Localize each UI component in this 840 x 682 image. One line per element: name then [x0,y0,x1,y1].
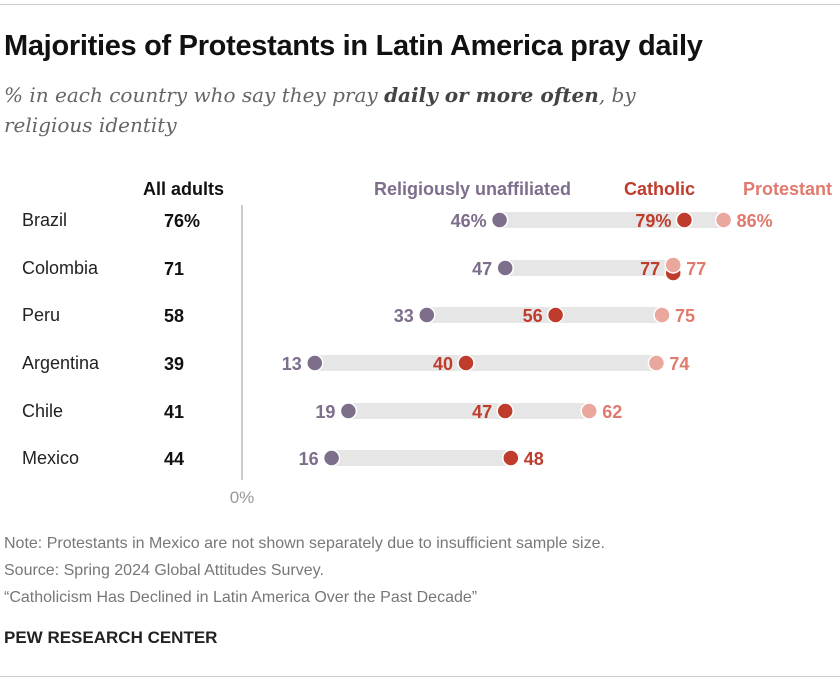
range-bar [348,403,590,419]
subtitle-text: % in each country who say they pray [4,83,385,107]
report-title: “Catholicism Has Declined in Latin Ameri… [4,589,478,606]
bottom-rule [0,676,840,677]
label-protestant: 77 [686,259,706,279]
dot-unaffiliated [339,402,358,420]
dot-catholic [457,354,475,372]
dot-catholic [546,306,565,324]
range-bar [314,355,657,371]
all-adults-value: 71 [164,259,184,279]
label-unaffiliated: 46% [451,211,487,231]
range-bar [499,212,724,228]
dot-catholic [496,402,514,420]
label-protestant: 86% [737,211,773,231]
note: Note: Protestants in Mexico are not show… [4,535,605,552]
subtitle-text-end: , by religious identity [4,83,636,137]
label-unaffiliated: 19 [315,402,335,422]
legend-protestant: Protestant [743,179,832,199]
top-rule [0,4,840,5]
dot-catholic [675,211,694,229]
dot-unaffiliated [322,449,341,467]
all-adults-value: 44 [164,449,184,469]
dot-protestant [647,354,666,372]
label-protestant: 62 [602,402,622,422]
label-protestant: 75 [675,306,695,326]
chart-title: Majorities of Protestants in Latin Ameri… [4,30,703,62]
country-label: Chile [22,401,63,421]
country-label: Mexico [22,448,79,468]
dot-catholic [502,449,520,467]
brand-logo-text: PEW RESEARCH CENTER [4,628,218,647]
label-catholic: 79% [635,211,671,231]
label-catholic: 77 [640,259,660,279]
label-unaffiliated: 16 [299,449,319,469]
dot-protestant [714,211,733,229]
chart-subtitle: % in each country who say they pray dail… [4,80,724,140]
legend-unaffiliated: Religiously unaffiliated [374,179,571,199]
source: Source: Spring 2024 Global Attitudes Sur… [4,562,324,579]
country-label: Peru [22,305,60,325]
label-catholic: 56 [523,306,543,326]
label-catholic: 47 [472,402,492,422]
country-label: Brazil [22,210,67,230]
dot-protestant [653,306,671,324]
country-label: Argentina [22,353,100,373]
dot-unaffiliated [418,306,436,324]
range-bar [331,450,511,466]
range-bar [505,260,674,276]
dot-unaffiliated [496,259,514,277]
all-adults-value: 76% [164,211,200,231]
label-unaffiliated: 13 [282,354,302,374]
dot-unaffiliated [306,354,324,372]
subtitle-emphasis: daily or more often [384,83,599,107]
dot-plot: All adults Religiously unaffiliated Cathol… [22,179,832,507]
label-protestant: 74 [669,354,689,374]
axis-label-zero: 0% [230,488,255,507]
country-label: Colombia [22,258,99,278]
all-adults-value: 58 [164,306,184,326]
all-adults-value: 39 [164,354,184,374]
dot-protestant [664,256,682,274]
all-adults-header: All adults [143,179,224,199]
label-catholic: 48 [524,449,544,469]
label-catholic: 40 [433,354,453,374]
label-unaffiliated: 33 [394,306,414,326]
all-adults-value: 41 [164,402,184,422]
dot-unaffiliated [490,211,509,229]
dot-protestant [580,402,598,420]
legend-catholic: Catholic [624,179,695,199]
label-unaffiliated: 47 [472,259,492,279]
range-bar [426,307,662,323]
